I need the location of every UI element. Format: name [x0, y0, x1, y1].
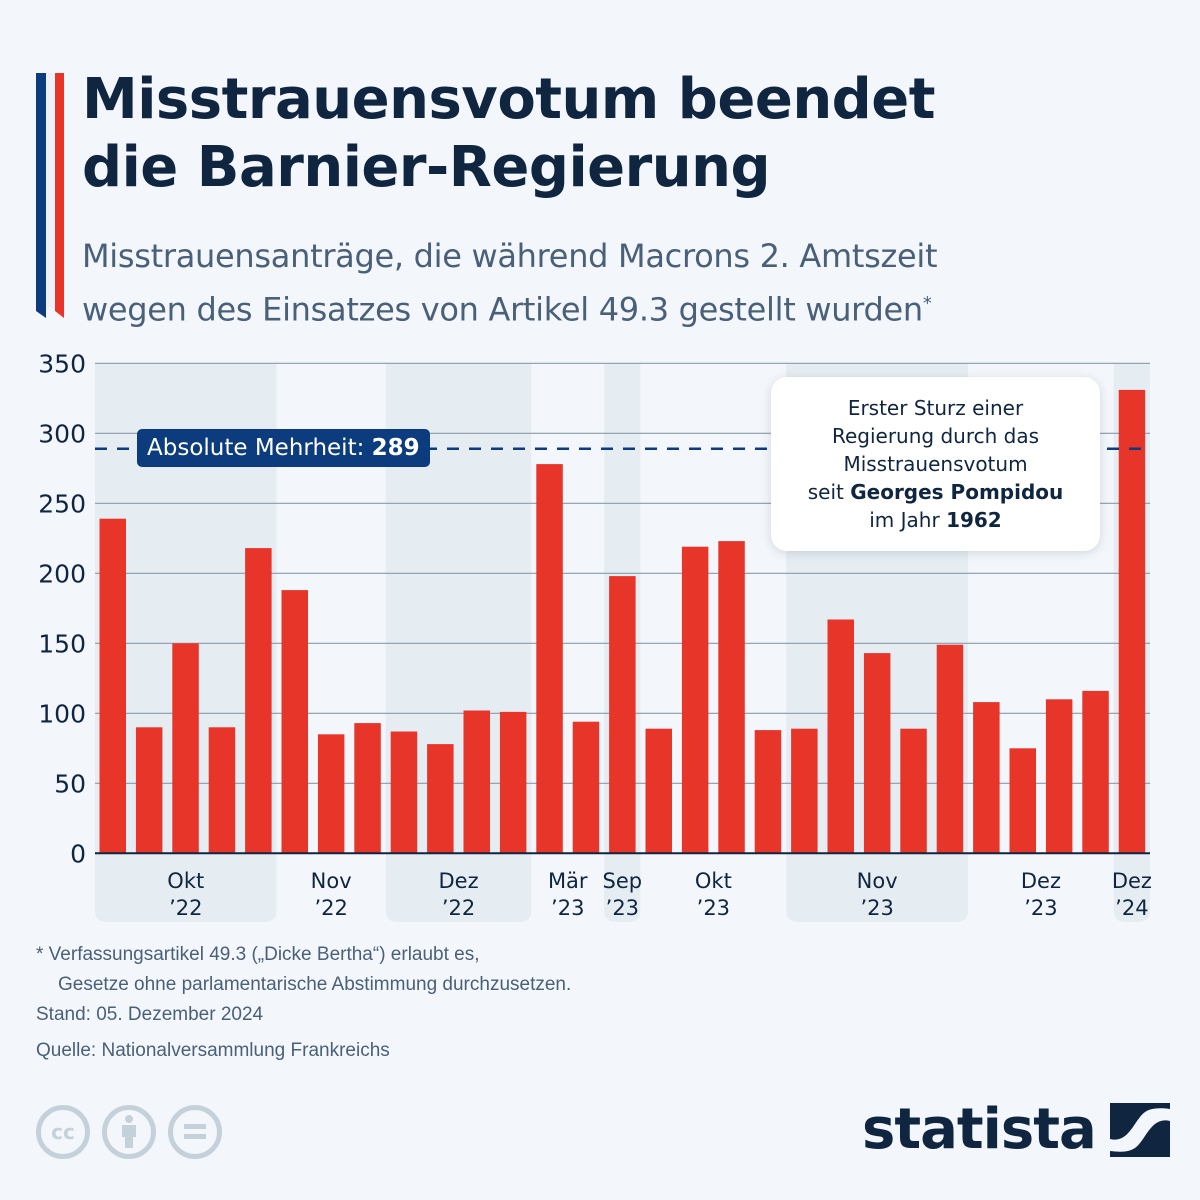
x-tick-label-month: Dez	[438, 869, 478, 893]
x-tick-label-year: ’22	[314, 896, 347, 920]
annotation-line-3: Misstrauensvotum	[843, 452, 1028, 476]
chart-title: Misstrauensvotum beendet die Barnier-Reg…	[82, 66, 936, 202]
bar	[718, 541, 745, 854]
footnote-line-2: Gesetze ohne parlamentarische Abstimmung…	[58, 974, 572, 995]
bar	[754, 730, 782, 854]
cc-icon[interactable]: cc	[36, 1105, 90, 1159]
annotation-seit: seit	[807, 480, 851, 504]
annotation-line-2: Regierung durch das	[831, 424, 1040, 448]
subtitle-line-2: wegen des Einsatzes von Artikel 49.3 ges…	[82, 290, 923, 329]
bar	[354, 723, 381, 854]
footnote-marker: *	[922, 293, 932, 314]
cc-icon-text: cc	[51, 1120, 75, 1144]
x-tick-label-month: Dez	[1112, 869, 1152, 893]
y-tick-label: 200	[38, 559, 86, 588]
annotation-line-5: im Jahr 1962	[771, 506, 1100, 534]
x-tick-label-month: Nov	[311, 869, 352, 893]
bar	[536, 464, 563, 854]
x-tick-label-year: ’23	[606, 896, 639, 920]
x-tick-label-month: Dez	[1021, 869, 1061, 893]
x-tick-label-month: Mär	[548, 869, 588, 893]
bar	[827, 619, 854, 854]
source-text: Quelle: Nationalversammlung Frankreichs	[36, 1040, 390, 1061]
majority-label-text: Absolute Mehrheit:	[147, 435, 365, 461]
annotation-line-1: Erster Sturz einer	[847, 396, 1024, 420]
bar	[172, 643, 199, 854]
y-tick-label: 250	[38, 489, 86, 518]
bar	[1082, 690, 1109, 854]
bar	[245, 548, 272, 854]
annotation-pompidou: Georges Pompidou	[850, 480, 1064, 504]
footnote: * Verfassungsartikel 49.3 („Dicke Bertha…	[36, 940, 571, 1030]
x-tick-label-month: Sep	[603, 869, 643, 893]
y-tick-label: 50	[54, 769, 86, 798]
x-tick-label-year: ’22	[169, 896, 202, 920]
bar	[1009, 748, 1036, 854]
bar	[936, 644, 964, 854]
x-tick-label-year: ’23	[697, 896, 730, 920]
chart-subtitle: Misstrauensanträge, die während Macrons …	[82, 232, 938, 334]
bar-chart: Okt ’22 Nov ’22 Dez ’22 Mär ’23 Sep ’23 Okt ’23 Nov ’…	[38, 349, 1152, 922]
bar	[572, 721, 600, 854]
y-tick-label: 100	[38, 699, 86, 728]
x-tick-label-year: ’23	[860, 896, 893, 920]
bar	[681, 546, 709, 854]
x-tick-label-year: ’23	[1024, 896, 1057, 920]
title-line-1: Misstrauensvotum beendet	[82, 67, 936, 132]
no-derivatives-icon[interactable]	[168, 1105, 222, 1159]
bar	[863, 653, 891, 854]
bar	[390, 731, 418, 854]
bar	[499, 711, 527, 854]
y-tick-label: 350	[38, 349, 86, 378]
footnote-line-1: * Verfassungsartikel 49.3 („Dicke Bertha…	[36, 944, 480, 965]
french-flag-ribbon-icon	[36, 73, 64, 318]
bar	[208, 727, 236, 854]
equals-icon	[184, 1124, 206, 1139]
x-tick-label-year: ’24	[1115, 896, 1148, 920]
bar	[1045, 699, 1073, 854]
subtitle-line-1: Misstrauensanträge, die während Macrons …	[82, 237, 938, 275]
bar	[645, 728, 672, 854]
majority-label-value: 289	[371, 435, 420, 461]
title-line-2: die Barnier-Regierung	[82, 135, 771, 200]
bar	[791, 728, 818, 854]
bar	[609, 576, 636, 854]
y-tick-label: 300	[38, 419, 86, 448]
x-tick-label-year: ’22	[442, 896, 475, 920]
annotation-box: Erster Sturz einer Regierung durch das M…	[771, 377, 1100, 551]
y-tick-label: 0	[70, 839, 86, 868]
license-icons: cc	[36, 1105, 222, 1159]
bar	[1118, 389, 1146, 854]
y-tick-label: 150	[38, 629, 86, 658]
person-icon	[122, 1115, 136, 1148]
annotation-im-jahr: im Jahr	[869, 508, 947, 532]
x-tick-label-year: ’23	[551, 896, 584, 920]
bar	[99, 518, 126, 854]
annotation-year: 1962	[946, 508, 1002, 532]
bar	[900, 728, 927, 854]
bar	[427, 744, 454, 854]
bar	[135, 727, 163, 854]
x-tick-label-month: Nov	[857, 869, 898, 893]
bar	[317, 734, 345, 854]
statista-logo[interactable]: statista	[862, 1100, 1170, 1160]
annotation-line-4: seit Georges Pompidou	[771, 478, 1100, 506]
x-tick-label-month: Okt	[695, 869, 732, 893]
x-tick-label-month: Okt	[167, 869, 204, 893]
absolute-majority-label: Absolute Mehrheit: 289	[137, 429, 430, 467]
stand-date: Stand: 05. Dezember 2024	[36, 1004, 264, 1025]
statista-logo-icon	[1109, 1103, 1170, 1157]
bar	[973, 702, 1000, 854]
bar	[281, 590, 308, 854]
attribution-icon[interactable]	[102, 1105, 156, 1159]
bar	[463, 710, 490, 854]
statista-wordmark: statista	[862, 1097, 1097, 1162]
